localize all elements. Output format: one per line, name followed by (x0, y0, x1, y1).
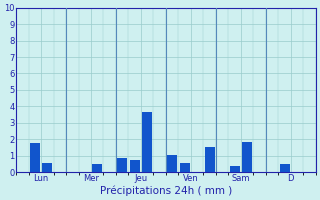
Bar (280, 164, 290, 172)
Bar (117, 158, 127, 172)
Bar (30, 143, 40, 172)
Bar (167, 155, 177, 172)
Bar (205, 147, 215, 172)
Bar (142, 112, 152, 172)
Bar (242, 142, 252, 172)
Bar (230, 166, 240, 172)
X-axis label: Précipitations 24h ( mm ): Précipitations 24h ( mm ) (100, 185, 232, 196)
Bar (130, 160, 140, 172)
Bar (180, 163, 190, 172)
Bar (92, 164, 102, 172)
Bar (42, 163, 52, 172)
